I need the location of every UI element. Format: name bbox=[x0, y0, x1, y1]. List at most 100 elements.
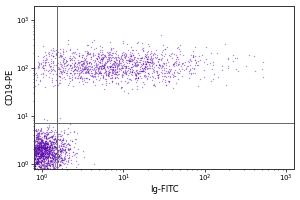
Point bbox=[152, 82, 157, 85]
Point bbox=[58, 132, 62, 135]
Point bbox=[44, 153, 49, 156]
Point bbox=[32, 157, 37, 160]
Point bbox=[55, 155, 60, 158]
Point bbox=[42, 145, 47, 149]
Point bbox=[82, 155, 86, 158]
Point bbox=[40, 130, 45, 133]
Point bbox=[38, 163, 43, 166]
Point bbox=[118, 63, 123, 66]
Point bbox=[44, 142, 49, 145]
Point bbox=[60, 162, 65, 165]
Point bbox=[58, 54, 63, 57]
Point bbox=[158, 66, 163, 69]
Point bbox=[90, 59, 95, 62]
Point bbox=[146, 73, 151, 76]
Point bbox=[51, 64, 56, 67]
Point bbox=[33, 66, 38, 70]
Point bbox=[34, 129, 39, 133]
Point bbox=[68, 59, 73, 62]
Point bbox=[110, 74, 114, 77]
Point bbox=[36, 136, 41, 139]
Point bbox=[32, 155, 37, 158]
Point bbox=[40, 150, 44, 153]
Point bbox=[195, 60, 200, 63]
Point bbox=[45, 145, 50, 149]
Point bbox=[81, 79, 86, 82]
Point bbox=[65, 143, 70, 146]
Point bbox=[38, 127, 43, 131]
Point bbox=[44, 165, 48, 168]
Point bbox=[106, 51, 111, 55]
Point bbox=[55, 154, 59, 157]
Point bbox=[38, 137, 43, 140]
Point bbox=[146, 60, 151, 63]
Point bbox=[57, 144, 62, 147]
Point bbox=[42, 141, 47, 144]
Point bbox=[34, 151, 38, 154]
Point bbox=[129, 57, 134, 60]
Point bbox=[41, 64, 46, 67]
Point bbox=[107, 51, 112, 54]
Point bbox=[60, 71, 64, 74]
Point bbox=[114, 74, 119, 77]
Point bbox=[154, 71, 159, 75]
Point bbox=[95, 54, 100, 57]
Point bbox=[41, 146, 46, 149]
Point bbox=[42, 165, 47, 168]
Point bbox=[51, 154, 56, 157]
Point bbox=[41, 144, 46, 147]
Point bbox=[55, 148, 60, 151]
Point bbox=[132, 55, 137, 58]
Point bbox=[136, 70, 141, 73]
Point bbox=[98, 72, 103, 75]
Point bbox=[106, 74, 110, 77]
Point bbox=[49, 153, 54, 156]
Point bbox=[47, 150, 52, 153]
Point bbox=[53, 155, 58, 158]
Point bbox=[138, 72, 142, 75]
Point bbox=[61, 142, 66, 145]
Point bbox=[204, 46, 208, 49]
Point bbox=[83, 70, 88, 74]
Point bbox=[66, 84, 71, 87]
Point bbox=[61, 50, 66, 53]
Point bbox=[36, 142, 40, 145]
Point bbox=[34, 148, 38, 151]
Point bbox=[145, 61, 150, 64]
Point bbox=[66, 156, 70, 159]
Point bbox=[32, 151, 37, 154]
Point bbox=[91, 68, 95, 72]
Point bbox=[82, 81, 87, 84]
Point bbox=[41, 142, 46, 145]
Point bbox=[40, 67, 45, 70]
Point bbox=[35, 163, 40, 166]
Point bbox=[50, 140, 55, 143]
Point bbox=[49, 142, 53, 145]
Point bbox=[38, 160, 42, 163]
Point bbox=[46, 151, 51, 154]
Point bbox=[187, 60, 192, 63]
Point bbox=[39, 145, 44, 148]
Point bbox=[32, 157, 37, 160]
Point bbox=[40, 145, 45, 148]
Point bbox=[36, 146, 40, 149]
Point bbox=[40, 146, 45, 149]
Point bbox=[33, 136, 38, 139]
Point bbox=[49, 148, 54, 151]
Point bbox=[260, 60, 265, 63]
Point bbox=[50, 152, 55, 155]
Point bbox=[38, 158, 43, 161]
Point bbox=[143, 70, 148, 73]
Point bbox=[38, 165, 43, 168]
Point bbox=[34, 160, 39, 164]
Point bbox=[72, 57, 77, 60]
Point bbox=[96, 51, 100, 55]
Point bbox=[162, 69, 167, 72]
Point bbox=[70, 75, 74, 78]
Point bbox=[38, 141, 43, 144]
Point bbox=[76, 55, 81, 58]
Point bbox=[33, 160, 38, 164]
Point bbox=[94, 71, 99, 74]
Point bbox=[151, 60, 155, 63]
Point bbox=[42, 143, 47, 146]
